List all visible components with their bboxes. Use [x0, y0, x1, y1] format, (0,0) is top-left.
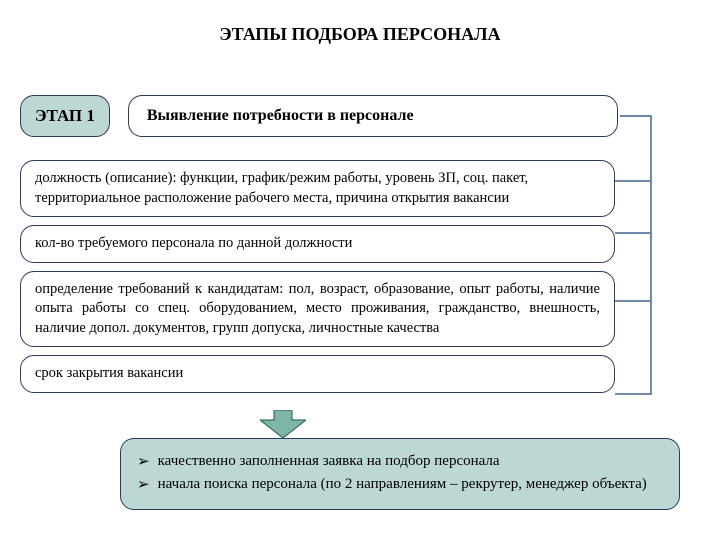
info-boxes: должность (описание): функции, график/ре… — [20, 160, 615, 393]
result-item-0: ➢ качественно заполненная заявка на подб… — [137, 451, 663, 472]
result-text-1: начала поиска персонала (по 2 направлени… — [158, 474, 647, 495]
page-title: ЭТАПЫ ПОДБОРА ПЕРСОНАЛА — [0, 0, 720, 45]
bullet-icon: ➢ — [137, 474, 150, 495]
info-box-0: должность (описание): функции, график/ре… — [20, 160, 615, 217]
stage-row: ЭТАП 1 Выявление потребности в персонале — [20, 95, 618, 137]
stage-label: Выявление потребности в персонале — [128, 95, 618, 137]
result-box: ➢ качественно заполненная заявка на подб… — [120, 438, 680, 510]
info-box-3: срок закрытия вакансии — [20, 355, 615, 393]
arrow-down-icon — [260, 410, 306, 438]
result-item-1: ➢ начала поиска персонала (по 2 направле… — [137, 474, 663, 495]
result-text-0: качественно заполненная заявка на подбор… — [158, 451, 500, 472]
info-box-1: кол-во требуемого персонала по данной до… — [20, 225, 615, 263]
stage-badge: ЭТАП 1 — [20, 95, 110, 137]
bullet-icon: ➢ — [137, 451, 150, 472]
info-box-2: определение требований к кандидатам: пол… — [20, 271, 615, 348]
